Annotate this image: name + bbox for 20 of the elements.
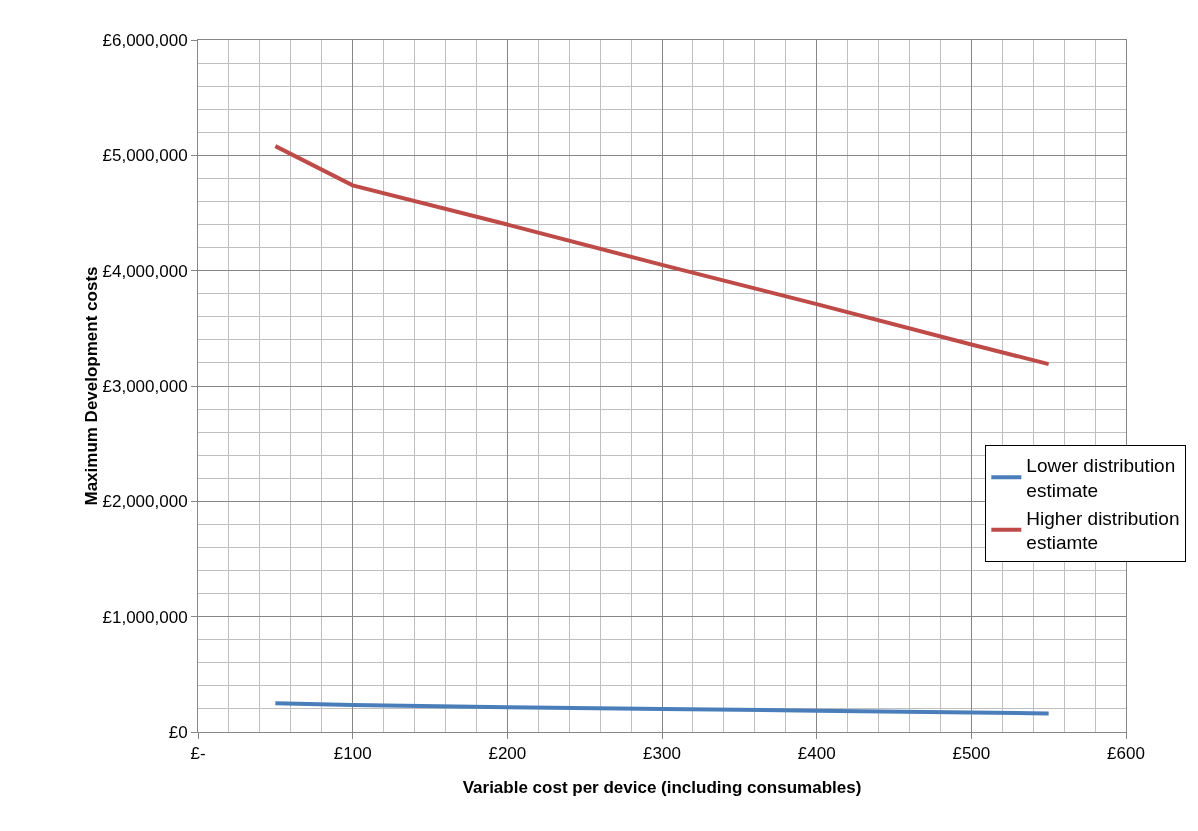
y-tick-label: £3,000,000 (102, 376, 188, 396)
y-tick-label: £4,000,000 (102, 261, 188, 281)
x-tick-label: £- (190, 744, 206, 764)
legend-label: Higher distribution estiamte (1026, 507, 1180, 554)
y-tick-label: £5,000,000 (102, 146, 188, 166)
line-series (273, 701, 1051, 716)
x-axis-title: Variable cost per device (including consumables) (462, 778, 862, 797)
legend-label: Lower distribution estimate (1026, 455, 1176, 502)
y-tick-label: £6,000,000 (102, 30, 188, 50)
x-tick-label: £300 (643, 744, 681, 764)
x-tick-label: £500 (952, 744, 991, 764)
y-tick-label: £2,000,000 (102, 492, 188, 512)
x-tick-label: £200 (488, 744, 527, 764)
y-axis-title: Maximum Development costs (81, 266, 101, 506)
x-tick-label: £100 (333, 744, 372, 764)
x-tick-label: £600 (1107, 744, 1145, 764)
line-series (273, 144, 1051, 367)
x-tick-label: £400 (797, 744, 836, 764)
y-tick-label: £1,000,000 (102, 607, 188, 627)
y-tick-label: £0 (168, 722, 188, 742)
